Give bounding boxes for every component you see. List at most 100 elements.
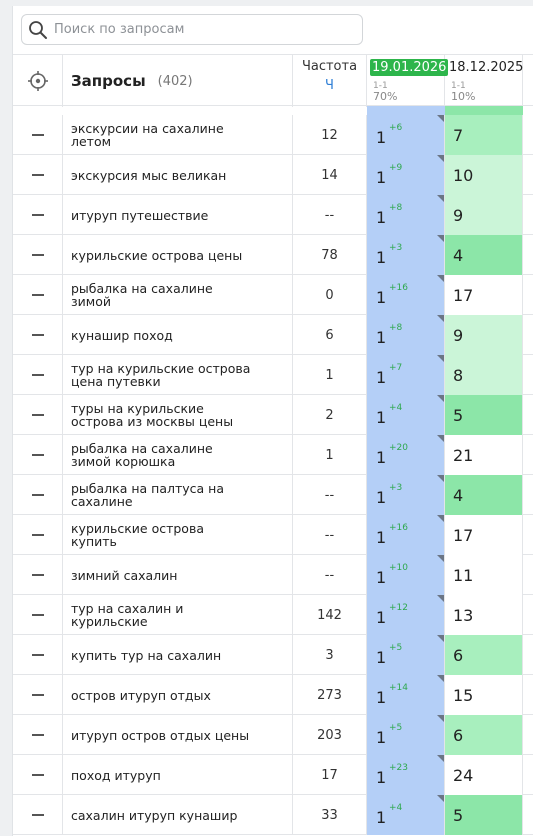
minus-icon[interactable] — [31, 334, 44, 336]
minus-icon[interactable] — [31, 774, 44, 776]
previous-position-cell[interactable]: 15 — [445, 675, 523, 715]
current-position-cell[interactable]: 1 +4 — [367, 795, 445, 835]
current-position-cell[interactable]: 1 +20 — [367, 435, 445, 475]
minus-icon[interactable] — [31, 494, 44, 496]
current-position-cell[interactable]: 1 +5 — [367, 635, 445, 675]
minus-icon[interactable] — [31, 454, 44, 456]
row-action-cell[interactable] — [13, 595, 63, 635]
frequency-type-toggle[interactable]: Ч — [325, 78, 334, 93]
minus-icon[interactable] — [31, 534, 44, 536]
previous-position-cell[interactable]: 5 — [445, 795, 523, 835]
minus-icon[interactable] — [31, 694, 44, 696]
current-position-cell[interactable]: 1 +4 — [367, 395, 445, 435]
previous-position-cell[interactable]: 6 — [445, 635, 523, 675]
previous-position-cell[interactable]: 24 — [445, 755, 523, 795]
minus-icon[interactable] — [31, 814, 44, 816]
queries-column-header[interactable]: Запросы (402) — [63, 55, 293, 107]
table-row[interactable]: тур на курильские острова цена путевки 1 1… — [13, 355, 533, 395]
search-icon — [29, 20, 47, 39]
table-row[interactable]: кунашир поход 6 1 +8 9 — [13, 315, 533, 355]
date-column-header-previous[interactable]: 18.12.2025 1-1 10% — [445, 55, 523, 107]
table-row[interactable]: итуруп остров отдых цены 203 1 +5 6 — [13, 715, 533, 755]
target-column-header[interactable] — [13, 55, 63, 107]
current-position-cell[interactable]: 1 +6 — [367, 115, 445, 155]
table-row[interactable]: сахалин итуруп кунашир 33 1 +4 5 — [13, 795, 533, 835]
row-action-cell[interactable] — [13, 475, 63, 515]
current-position-cell[interactable]: 1 +12 — [367, 595, 445, 635]
minus-icon[interactable] — [31, 174, 44, 176]
row-action-cell[interactable] — [13, 715, 63, 755]
minus-icon[interactable] — [31, 574, 44, 576]
current-position-cell[interactable]: 1 +5 — [367, 715, 445, 755]
table-row[interactable]: остров итуруп отдых 273 1 +14 15 — [13, 675, 533, 715]
row-action-cell[interactable] — [13, 675, 63, 715]
previous-position-cell[interactable]: 8 — [445, 355, 523, 395]
current-position-cell[interactable]: 1 +7 — [367, 355, 445, 395]
minus-icon[interactable] — [31, 734, 44, 736]
table-row[interactable]: зимний сахалин -- 1 +10 11 — [13, 555, 533, 595]
table-row[interactable]: рыбалка на палтуса на сахалине -- 1 +3 4 — [13, 475, 533, 515]
row-action-cell[interactable] — [13, 355, 63, 395]
current-position-cell[interactable]: 1 +14 — [367, 675, 445, 715]
current-position-cell[interactable]: 1 +10 — [367, 555, 445, 595]
previous-position-cell[interactable]: 4 — [445, 235, 523, 275]
minus-icon[interactable] — [31, 294, 44, 296]
row-action-cell[interactable] — [13, 115, 63, 155]
current-position-cell[interactable]: 1 +3 — [367, 235, 445, 275]
previous-position-cell[interactable]: 13 — [445, 595, 523, 635]
row-action-cell[interactable] — [13, 635, 63, 675]
minus-icon[interactable] — [31, 414, 44, 416]
previous-position-cell[interactable]: 21 — [445, 435, 523, 475]
row-action-cell[interactable] — [13, 395, 63, 435]
current-position-cell[interactable]: 1 +8 — [367, 315, 445, 355]
row-action-cell[interactable] — [13, 195, 63, 235]
row-action-cell[interactable] — [13, 275, 63, 315]
row-action-cell[interactable] — [13, 515, 63, 555]
frequency-column-header[interactable]: Частота Ч — [293, 55, 367, 107]
previous-position-cell[interactable]: 11 — [445, 555, 523, 595]
current-position-cell[interactable]: 1 +9 — [367, 155, 445, 195]
current-position-cell[interactable]: 1 +16 — [367, 275, 445, 315]
previous-position-cell[interactable]: 10 — [445, 155, 523, 195]
current-position-cell[interactable]: 1 +23 — [367, 755, 445, 795]
previous-position-cell[interactable]: 17 — [445, 515, 523, 555]
table-row[interactable]: туры на курильские острова из москвы цен… — [13, 395, 533, 435]
minus-icon[interactable] — [31, 614, 44, 616]
table-row[interactable]: рыбалка на сахалине зимой корюшка 1 1 +20 21 — [13, 435, 533, 475]
minus-icon[interactable] — [31, 254, 44, 256]
minus-icon[interactable] — [31, 214, 44, 216]
table-row[interactable]: экскурсии на сахалине летом 12 1 +6 7 — [13, 115, 533, 155]
row-action-cell[interactable] — [13, 755, 63, 795]
current-position-cell[interactable]: 1 +3 — [367, 475, 445, 515]
table-row[interactable]: поход итуруп 17 1 +23 24 — [13, 755, 533, 795]
minus-icon[interactable] — [31, 374, 44, 376]
row-action-cell[interactable] — [13, 315, 63, 355]
minus-icon[interactable] — [31, 134, 44, 136]
previous-position-cell[interactable]: 4 — [445, 475, 523, 515]
previous-position-cell[interactable]: 5 — [445, 395, 523, 435]
table-row[interactable]: тур на сахалин и курильские 142 1 +12 13 — [13, 595, 533, 635]
row-action-cell[interactable] — [13, 155, 63, 195]
table-row[interactable]: купить тур на сахалин 3 1 +5 6 — [13, 635, 533, 675]
previous-position-cell[interactable]: 6 — [445, 715, 523, 755]
date-column-header-current[interactable]: 19.01.2026 1-1 70% — [367, 55, 449, 107]
previous-position-cell[interactable]: 17 — [445, 275, 523, 315]
previous-position-cell[interactable]: 9 — [445, 315, 523, 355]
current-position-cell[interactable]: 1 +16 — [367, 515, 445, 555]
row-action-cell[interactable] — [13, 235, 63, 275]
table-row[interactable]: рыбалка на сахалине зимой 0 1 +16 17 — [13, 275, 533, 315]
table-row[interactable]: курильские острова цены 78 1 +3 4 — [13, 235, 533, 275]
table-row[interactable]: экскурсия мыс великан 14 1 +9 10 — [13, 155, 533, 195]
row-action-cell[interactable] — [13, 435, 63, 475]
current-position-cell[interactable]: 1 +8 — [367, 195, 445, 235]
minus-icon[interactable] — [31, 654, 44, 656]
previous-position-cell[interactable]: 7 — [445, 115, 523, 155]
search-box[interactable] — [21, 14, 363, 45]
search-input[interactable] — [54, 22, 344, 37]
table-row[interactable]: итуруп путешествие -- 1 +8 9 — [13, 195, 533, 235]
previous-position-cell[interactable]: 9 — [445, 195, 523, 235]
crosshair-icon[interactable] — [27, 70, 49, 92]
row-action-cell[interactable] — [13, 795, 63, 835]
row-action-cell[interactable] — [13, 555, 63, 595]
table-row[interactable]: курильские острова купить -- 1 +16 17 — [13, 515, 533, 555]
